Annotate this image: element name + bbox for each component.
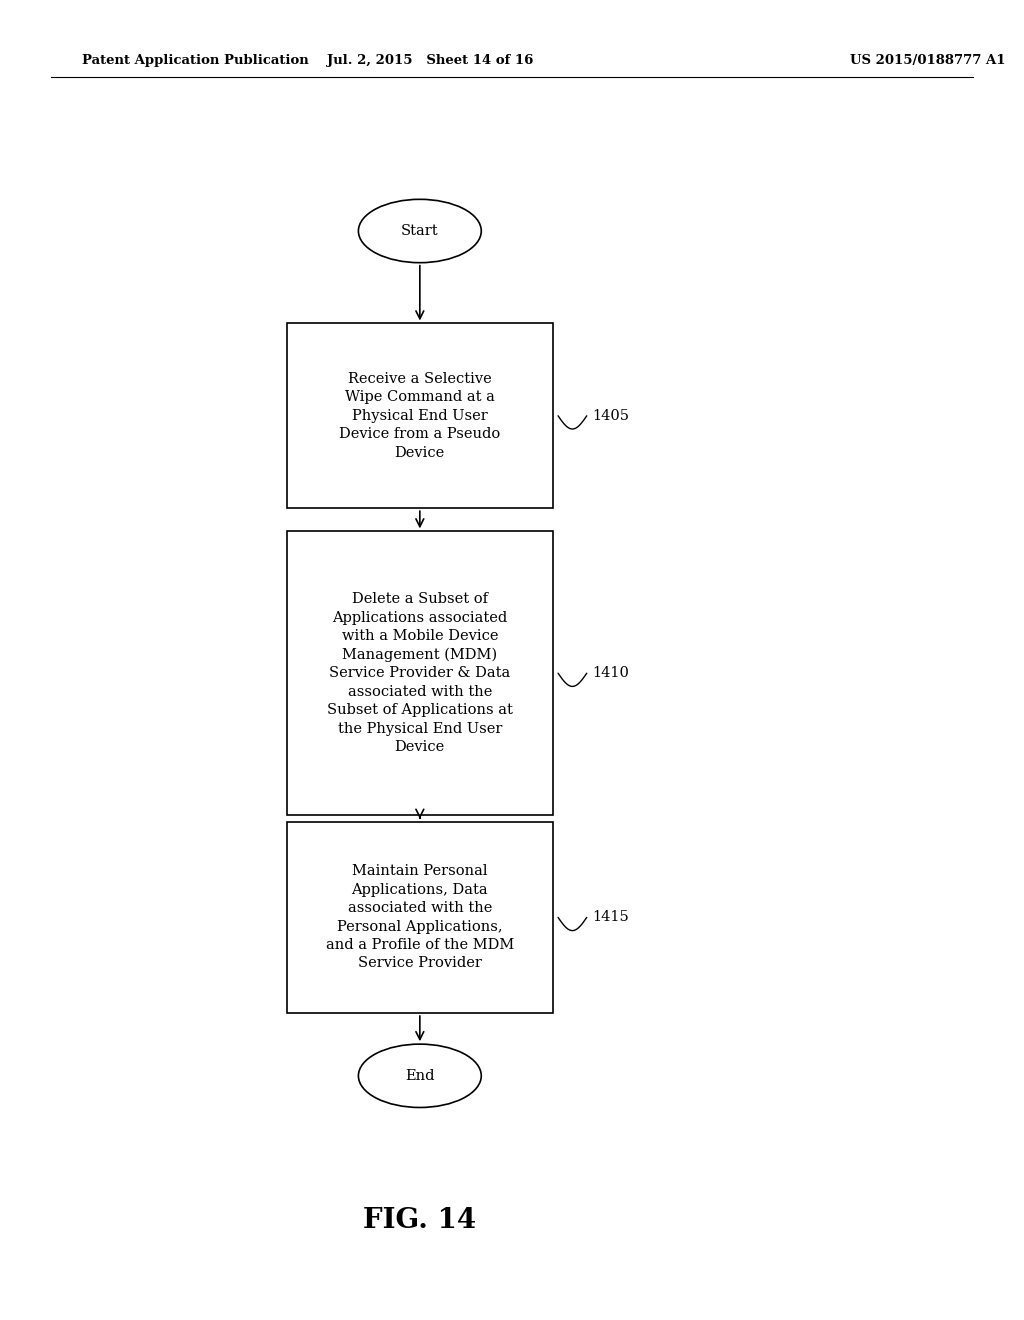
Text: 1415: 1415 bbox=[592, 911, 629, 924]
Text: 1410: 1410 bbox=[592, 667, 629, 680]
Text: Start: Start bbox=[401, 224, 438, 238]
Text: US 2015/0188777 A1: US 2015/0188777 A1 bbox=[850, 54, 1006, 67]
FancyBboxPatch shape bbox=[287, 323, 553, 508]
Text: Patent Application Publication: Patent Application Publication bbox=[82, 54, 308, 67]
Text: Jul. 2, 2015   Sheet 14 of 16: Jul. 2, 2015 Sheet 14 of 16 bbox=[327, 54, 534, 67]
Text: 1405: 1405 bbox=[592, 409, 629, 422]
Text: FIG. 14: FIG. 14 bbox=[364, 1208, 476, 1234]
Text: End: End bbox=[406, 1069, 434, 1082]
Text: Maintain Personal
Applications, Data
associated with the
Personal Applications,
: Maintain Personal Applications, Data ass… bbox=[326, 865, 514, 970]
Text: Receive a Selective
Wipe Command at a
Physical End User
Device from a Pseudo
Dev: Receive a Selective Wipe Command at a Ph… bbox=[339, 372, 501, 459]
Ellipse shape bbox=[358, 199, 481, 263]
Text: Delete a Subset of
Applications associated
with a Mobile Device
Management (MDM): Delete a Subset of Applications associat… bbox=[327, 593, 513, 754]
Ellipse shape bbox=[358, 1044, 481, 1107]
FancyBboxPatch shape bbox=[287, 821, 553, 1014]
FancyBboxPatch shape bbox=[287, 531, 553, 814]
